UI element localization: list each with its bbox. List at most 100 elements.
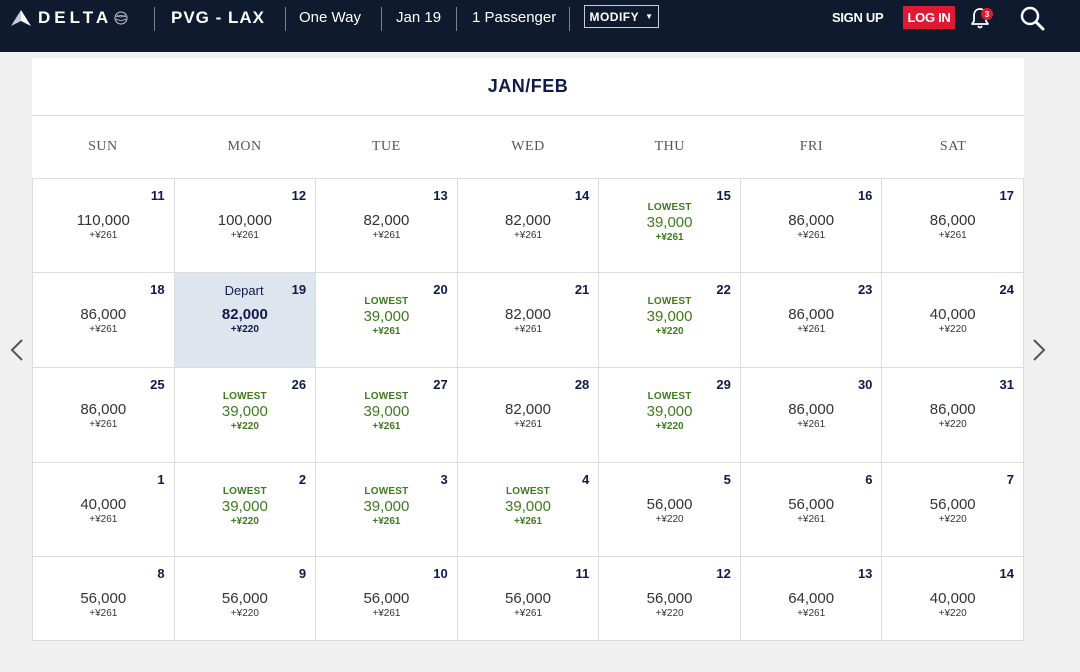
date-cell[interactable]: 12 100,000 +¥261 <box>174 179 317 273</box>
fare-info: 56,000 +¥220 <box>882 496 1023 526</box>
miles-price: 56,000 <box>505 590 551 607</box>
log-in-button[interactable]: LOG IN <box>903 6 955 29</box>
lowest-fare-badge: LOWEST <box>506 486 550 497</box>
fare-info: 82,000 +¥261 <box>458 401 599 431</box>
miles-price: 56,000 <box>788 496 835 513</box>
date-cell[interactable]: 10 56,000 +¥261 <box>316 557 458 641</box>
fare-info: LOWEST 39,000 +¥220 <box>599 391 740 433</box>
date-cell[interactable]: 26 LOWEST 39,000 +¥220 <box>174 368 317 463</box>
day-number: 14 <box>999 566 1014 581</box>
previous-week-arrow-icon[interactable] <box>8 336 26 364</box>
header-divider <box>285 7 286 31</box>
day-number: 13 <box>857 566 873 581</box>
passenger-count-label[interactable]: 1 Passenger <box>472 9 557 26</box>
fare-info: 56,000 +¥261 <box>741 496 882 526</box>
trip-type-label[interactable]: One Way <box>299 9 361 26</box>
miles-price: 86,000 <box>788 306 835 323</box>
miles-price: 40,000 <box>929 306 976 323</box>
miles-price: 39,000 <box>505 498 551 515</box>
date-label[interactable]: Jan 19 <box>396 9 442 26</box>
lowest-fare-badge: LOWEST <box>364 391 409 402</box>
date-cell[interactable]: 17 86,000 +¥261 <box>882 179 1024 273</box>
tax-fee: +¥261 <box>372 421 401 432</box>
date-cell[interactable]: 23 86,000 +¥261 <box>740 273 883 368</box>
fare-info: 86,000 +¥261 <box>741 401 882 431</box>
date-cell[interactable]: 13 64,000 +¥261 <box>740 557 883 641</box>
calendar-grid: 11 110,000 +¥261 12 100,000 +¥261 13 82,000 +¥26… <box>32 179 1024 641</box>
sign-up-link[interactable]: SIGN UP <box>832 10 884 25</box>
date-cell[interactable]: 25 86,000 +¥261 <box>33 368 175 463</box>
miles-price: 40,000 <box>929 590 976 607</box>
date-cell[interactable]: 8 56,000 +¥261 <box>33 557 175 641</box>
tax-fee: +¥261 <box>89 324 118 335</box>
tax-fee: +¥261 <box>513 608 543 619</box>
next-week-arrow-icon[interactable] <box>1030 336 1048 364</box>
day-number: 20 <box>433 282 448 297</box>
date-cell[interactable]: 13 82,000 +¥261 <box>316 179 458 273</box>
day-number: 14 <box>574 188 590 203</box>
date-cell[interactable]: 6 56,000 +¥261 <box>740 463 883 557</box>
skyteam-globe-icon <box>114 11 128 25</box>
date-cell[interactable]: 15 LOWEST 39,000 +¥261 <box>599 179 741 273</box>
fare-info: 86,000 +¥261 <box>741 212 882 242</box>
modify-button[interactable]: MODIFY ▼ <box>584 5 659 28</box>
selected-date-cell[interactable]: 19 Depart 82,000 +¥220 <box>174 273 317 368</box>
date-cell[interactable]: 5 56,000 +¥220 <box>599 463 741 557</box>
logo-text: DELTA <box>38 8 113 27</box>
date-cell[interactable]: 11 110,000 +¥261 <box>33 179 175 273</box>
day-number: 26 <box>291 377 307 392</box>
tax-fee: +¥220 <box>230 516 259 527</box>
route-label[interactable]: PVG - LAX <box>171 8 266 27</box>
tax-fee: +¥220 <box>230 608 259 619</box>
date-cell[interactable]: 9 56,000 +¥220 <box>174 557 317 641</box>
date-cell[interactable]: 16 86,000 +¥261 <box>740 179 883 273</box>
miles-price: 39,000 <box>646 403 693 420</box>
tax-fee: +¥261 <box>372 230 401 241</box>
fare-info: LOWEST 39,000 +¥261 <box>458 486 599 528</box>
caret-down-icon: ▼ <box>645 12 654 21</box>
day-number: 19 <box>291 282 307 297</box>
date-cell[interactable]: 24 40,000 +¥220 <box>882 273 1024 368</box>
date-cell[interactable]: 28 82,000 +¥261 <box>457 368 600 463</box>
miles-price: 86,000 <box>80 306 127 323</box>
miles-price: 39,000 <box>363 308 410 325</box>
delta-logo[interactable]: DELTA <box>10 8 128 28</box>
date-cell[interactable]: 18 86,000 +¥261 <box>33 273 175 368</box>
search-icon[interactable] <box>1019 5 1045 31</box>
fare-info: 86,000 +¥261 <box>741 306 882 336</box>
date-cell[interactable]: 31 86,000 +¥220 <box>882 368 1024 463</box>
tax-fee: +¥220 <box>230 324 259 335</box>
date-cell[interactable]: 21 82,000 +¥261 <box>457 273 600 368</box>
date-cell[interactable]: 29 LOWEST 39,000 +¥220 <box>599 368 741 463</box>
header-divider <box>154 7 155 31</box>
date-cell[interactable]: 14 40,000 +¥220 <box>882 557 1024 641</box>
weekday-header-row: SUN MON TUE WED THU FRI SAT <box>32 116 1024 179</box>
date-cell[interactable]: 4 LOWEST 39,000 +¥261 <box>457 463 600 557</box>
date-cell[interactable]: 30 86,000 +¥261 <box>740 368 883 463</box>
depart-label: Depart <box>224 283 264 298</box>
date-cell[interactable]: 22 LOWEST 39,000 +¥220 <box>599 273 741 368</box>
date-cell[interactable]: 14 82,000 +¥261 <box>457 179 600 273</box>
date-cell[interactable]: 1 40,000 +¥261 <box>33 463 175 557</box>
date-cell[interactable]: 2 LOWEST 39,000 +¥220 <box>174 463 317 557</box>
day-number: 12 <box>291 188 307 203</box>
lowest-fare-badge: LOWEST <box>647 391 692 402</box>
date-cell[interactable]: 3 LOWEST 39,000 +¥261 <box>316 463 458 557</box>
tax-fee: +¥220 <box>938 514 967 525</box>
date-cell[interactable]: 27 LOWEST 39,000 +¥261 <box>316 368 458 463</box>
date-cell[interactable]: 20 LOWEST 39,000 +¥261 <box>316 273 458 368</box>
date-cell[interactable]: 11 56,000 +¥261 <box>457 557 600 641</box>
miles-price: 82,000 <box>505 212 551 229</box>
tax-fee: +¥261 <box>372 608 401 619</box>
tax-fee: +¥261 <box>797 230 826 241</box>
day-number: 6 <box>865 472 873 487</box>
miles-price: 39,000 <box>646 214 693 231</box>
miles-price: 82,000 <box>363 212 410 229</box>
lowest-fare-badge: LOWEST <box>647 202 692 213</box>
miles-price: 64,000 <box>788 590 835 607</box>
lowest-fare-badge: LOWEST <box>647 296 692 307</box>
tax-fee: +¥261 <box>89 514 118 525</box>
day-number: 10 <box>433 566 448 581</box>
date-cell[interactable]: 7 56,000 +¥220 <box>882 463 1024 557</box>
date-cell[interactable]: 12 56,000 +¥220 <box>599 557 741 641</box>
